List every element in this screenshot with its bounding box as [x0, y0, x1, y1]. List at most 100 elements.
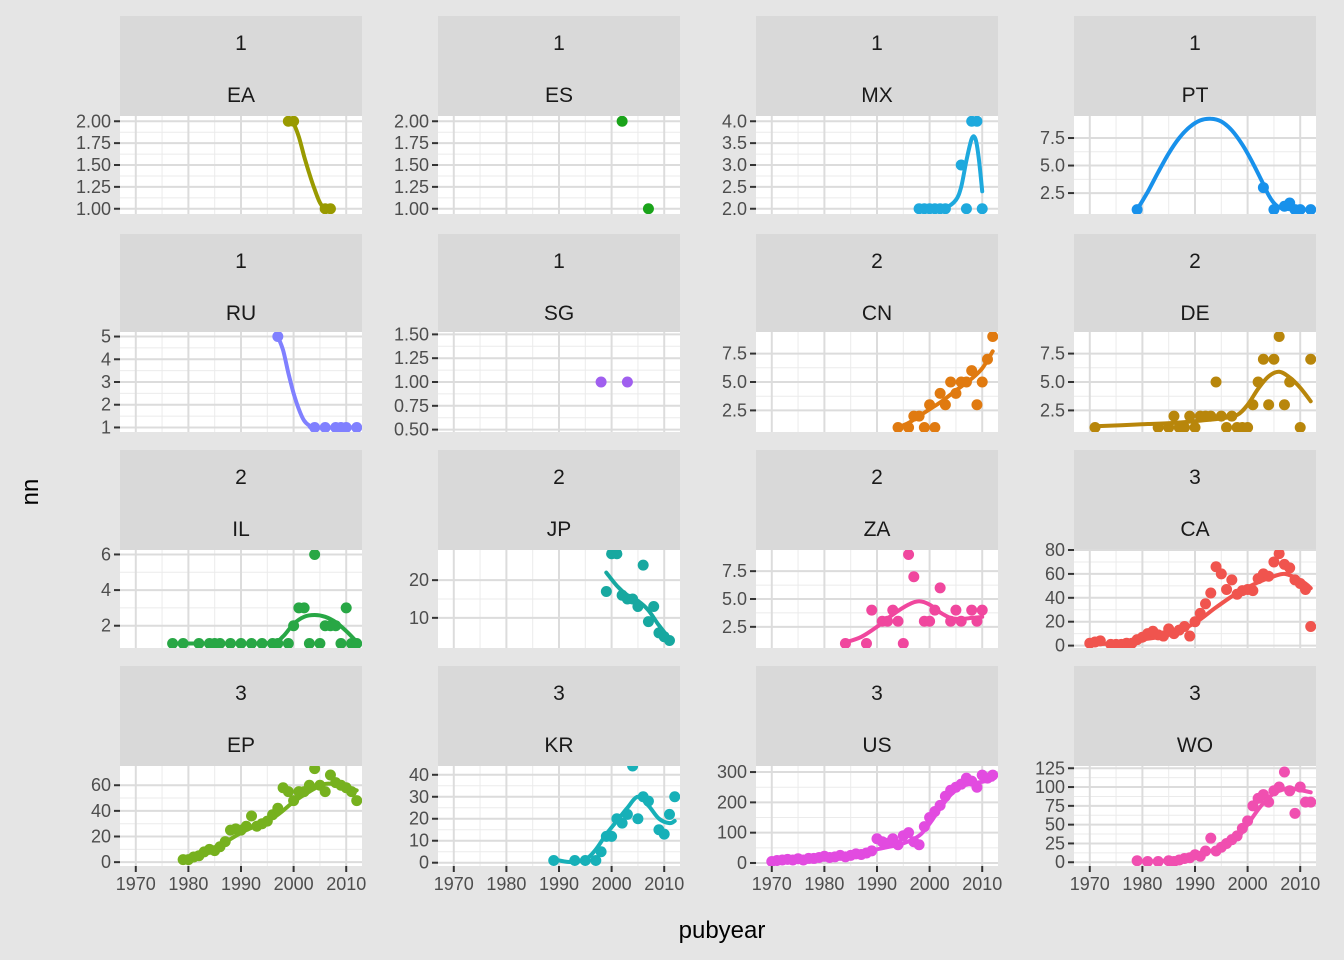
- x-tick-label: 1990: [857, 874, 897, 894]
- data-point: [627, 766, 639, 772]
- facet-strip: [1074, 16, 1316, 116]
- facet-jp: 2 JP 10 20: [409, 450, 680, 648]
- facet-strip: [1074, 666, 1316, 766]
- y-tick-label: 0: [1055, 636, 1065, 656]
- y-tick-label: 2.00: [394, 111, 429, 131]
- data-point: [903, 550, 915, 560]
- x-tick-label: 1970: [752, 874, 792, 894]
- x-tick-label: 1970: [116, 874, 156, 894]
- y-tick-label: 1.50: [76, 155, 111, 175]
- data-point: [908, 571, 920, 583]
- data-point: [913, 839, 925, 851]
- facet-group-label: 1: [1189, 32, 1201, 55]
- data-point: [1289, 807, 1301, 819]
- x-tick-label: 2010: [962, 874, 1002, 894]
- data-point: [1178, 421, 1190, 432]
- data-point: [340, 602, 352, 614]
- data-point: [303, 638, 315, 648]
- y-tick-label: 0: [737, 853, 747, 873]
- panel-data: [1131, 766, 1316, 866]
- facet-sg: 1 SG 0.50 0.75 1.00 1.25 1.50: [394, 234, 680, 440]
- x-tick-label: 1990: [221, 874, 261, 894]
- trend-line: [170, 612, 359, 646]
- y-tick-label: 3: [101, 372, 111, 392]
- y-tick-label: 7.5: [722, 344, 747, 364]
- data-point: [1221, 583, 1233, 595]
- x-tick-label: 1980: [168, 874, 208, 894]
- data-point: [1284, 562, 1296, 574]
- y-tick-label: 1.00: [394, 372, 429, 392]
- facet-group-label: 3: [871, 682, 883, 705]
- y-tick-label: 1.00: [76, 199, 111, 219]
- data-point: [1205, 832, 1217, 844]
- panel-grid: [120, 116, 362, 214]
- trend-line: [1135, 116, 1313, 212]
- y-tick-label: 60: [1045, 564, 1065, 584]
- data-point: [590, 855, 602, 866]
- y-tick-label: 2.5: [1040, 400, 1065, 420]
- y-tick-label: 0: [419, 853, 429, 873]
- trend-line: [604, 570, 672, 641]
- facet-code-label: WO: [1177, 734, 1213, 757]
- x-tick-label: 1980: [1122, 874, 1162, 894]
- facet-strip: [756, 16, 998, 116]
- facet-group-label: 2: [871, 466, 883, 489]
- trend-line: [896, 349, 995, 430]
- facet-strip: [438, 16, 680, 116]
- data-point: [960, 203, 972, 214]
- panel-grid: [120, 332, 362, 432]
- y-tick-label: 200: [717, 792, 747, 812]
- facet-code-label: ES: [545, 84, 573, 107]
- facet-group-label: 2: [1189, 250, 1201, 273]
- y-tick-label: 80: [1045, 540, 1065, 560]
- data-point: [246, 810, 258, 822]
- y-tick-label: 40: [409, 765, 429, 785]
- facet-strip: [1074, 234, 1316, 332]
- data-point: [945, 376, 957, 388]
- data-point: [976, 376, 988, 388]
- y-tick-label: 30: [409, 787, 429, 807]
- panel-data: [1131, 116, 1316, 214]
- facet-pt: 1 PT 2.5 5.0 7.5: [1040, 16, 1316, 214]
- x-tick-label: 2000: [592, 874, 632, 894]
- data-point: [324, 769, 336, 781]
- y-tick-label: 1.75: [394, 133, 429, 153]
- panel-data: [600, 550, 675, 646]
- data-point: [621, 376, 633, 388]
- data-point: [1305, 353, 1316, 365]
- y-tick-label: 2: [101, 395, 111, 415]
- facet-ep: 3 EP 0 20 40 60 1970 1980 1990 2000 2010: [91, 666, 366, 894]
- facet-strip: [756, 666, 998, 766]
- data-point: [976, 203, 988, 214]
- facet-code-label: RU: [226, 302, 256, 325]
- panel-grid: [438, 766, 680, 866]
- y-tick-label: 0: [1055, 852, 1065, 872]
- facet-za: 2 ZA 2.5 5.0 7.5: [722, 450, 998, 648]
- data-point: [1273, 332, 1285, 343]
- data-point: [319, 786, 331, 798]
- facet-panels: 1EA1.001.251.501.752.001ES1.001.251.501.…: [76, 16, 1320, 894]
- panel-grid: [438, 550, 680, 648]
- panel-data: [282, 116, 336, 214]
- data-point: [1205, 587, 1217, 599]
- facet-group-label: 3: [235, 682, 247, 705]
- y-tick-label: 4: [101, 349, 111, 369]
- data-point: [1200, 598, 1212, 610]
- y-tick-label: 0: [101, 852, 111, 872]
- data-point: [1268, 556, 1280, 568]
- data-point: [892, 615, 904, 627]
- data-point: [1257, 353, 1269, 365]
- panel-data: [177, 766, 362, 866]
- y-tick-label: 5.0: [722, 589, 747, 609]
- facet-strip: [120, 450, 362, 550]
- data-point: [1305, 620, 1316, 632]
- panel-data: [892, 332, 998, 432]
- facet-strip: [756, 450, 998, 550]
- panel-data: [766, 769, 998, 866]
- y-tick-label: 20: [91, 827, 111, 847]
- facet-strip: [438, 450, 680, 550]
- panel-data: [167, 550, 362, 648]
- data-point: [929, 421, 941, 432]
